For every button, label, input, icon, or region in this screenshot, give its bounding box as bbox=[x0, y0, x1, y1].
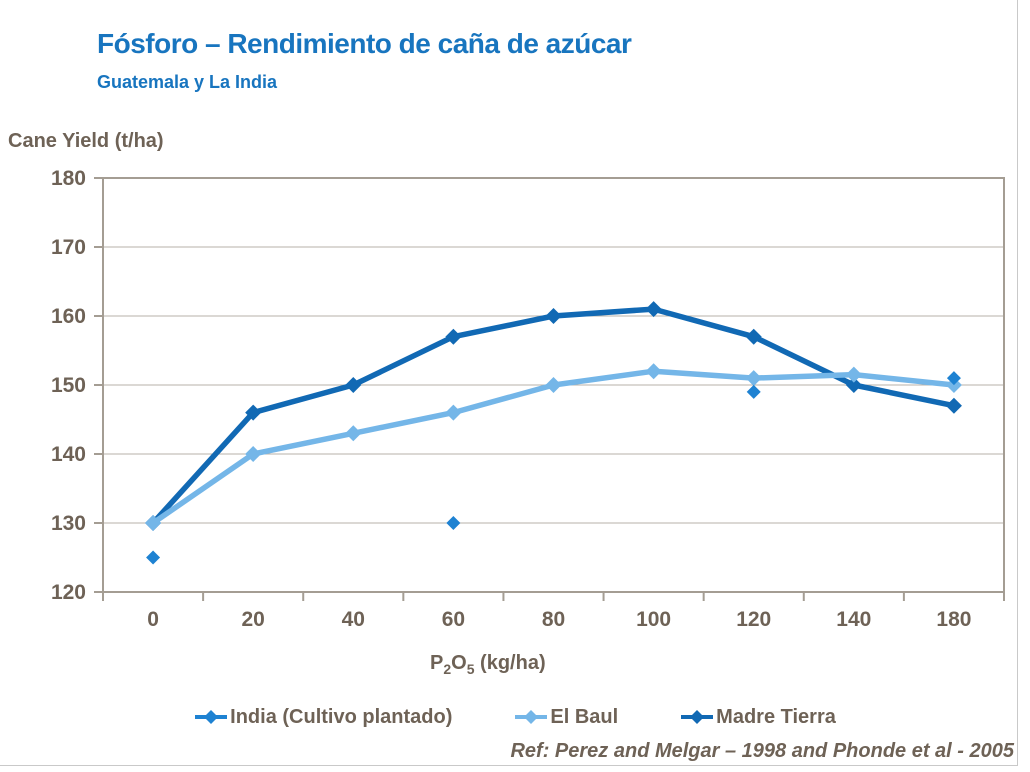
x-tick-label-120: 120 bbox=[736, 608, 771, 631]
legend-marker-india-icon bbox=[195, 710, 228, 724]
y-tick-label-140: 140 bbox=[51, 443, 86, 466]
plot-area: 120 130 140 150 160 170 180 0 20 40 60 80 100 120 140 1… bbox=[51, 167, 1005, 631]
series-marker-el_baul-2 bbox=[345, 425, 362, 442]
legend-marker-diamond bbox=[690, 710, 705, 724]
legend-marker-diamond bbox=[204, 710, 219, 724]
legend-item-madre-tierra: Madre Tierra bbox=[680, 706, 836, 729]
legend-marker-madre-tierra-icon bbox=[681, 710, 714, 724]
x-tick-label-0: 0 bbox=[147, 608, 159, 631]
x-tick-label-100: 100 bbox=[636, 608, 671, 631]
series-marker-india-3 bbox=[946, 371, 961, 386]
legend-label-india: India (Cultivo plantado) bbox=[230, 705, 453, 728]
x-axis-title-p: P bbox=[430, 652, 444, 674]
x-axis-title-sub2: 2 bbox=[443, 661, 452, 677]
y-tick-label-120: 120 bbox=[51, 581, 86, 604]
series-marker-madre_tierra-7 bbox=[845, 377, 862, 393]
y-tick-label-130: 130 bbox=[51, 512, 86, 535]
x-axis-title: P2O5 (kg/ha) bbox=[430, 652, 546, 677]
legend-item-india: India (Cultivo plantado) bbox=[194, 706, 452, 729]
series-line-madre_tierra bbox=[151, 306, 955, 525]
chart-title: Fósforo – Rendimiento de caña de azúcar bbox=[97, 28, 632, 59]
x-tick-label-40: 40 bbox=[342, 608, 365, 631]
series-marker-india-1 bbox=[446, 516, 461, 530]
series-marker-madre_tierra-1 bbox=[245, 404, 262, 421]
series-marker-madre_tierra-5 bbox=[645, 301, 662, 318]
legend-label-el-baul: El Baul bbox=[550, 705, 619, 728]
series-marker-el_baul-5 bbox=[645, 363, 662, 380]
x-axis-title-o: O bbox=[451, 652, 467, 674]
legend-marker-el-baul-icon bbox=[515, 710, 548, 724]
series-marker-madre_tierra-6 bbox=[745, 328, 762, 345]
frame-border-bottom bbox=[0, 765, 1018, 766]
reference-text: Ref: Perez and Melgar – 1998 and Phonde … bbox=[510, 740, 1014, 762]
series-marker-madre_tierra-8 bbox=[945, 397, 962, 414]
series-marker-el_baul-7 bbox=[845, 366, 862, 383]
y-tick-label-160: 160 bbox=[51, 305, 86, 328]
series-marker-el_baul-0 bbox=[145, 515, 162, 531]
series-marker-madre_tierra-4 bbox=[545, 308, 562, 324]
legend-item-el-baul: El Baul bbox=[514, 706, 618, 729]
x-tick-label-140: 140 bbox=[836, 608, 871, 631]
series-marker-india-2 bbox=[746, 384, 761, 399]
x-axis-title-sub5: 5 bbox=[466, 661, 475, 677]
y-tick-label-180: 180 bbox=[51, 167, 86, 190]
series-marker-el_baul-3 bbox=[445, 404, 462, 421]
series-marker-madre_tierra-2 bbox=[345, 377, 362, 393]
series-line-el_baul bbox=[151, 368, 955, 526]
series-marker-el_baul-4 bbox=[545, 377, 562, 393]
y-tick-label-150: 150 bbox=[51, 374, 86, 397]
series-marker-madre_tierra-3 bbox=[445, 328, 462, 345]
x-tick-label-20: 20 bbox=[241, 608, 264, 631]
legend-label-madre-tierra: Madre Tierra bbox=[716, 705, 836, 728]
chart-legend: India (Cultivo plantado) El Baul Madre T… bbox=[0, 702, 1030, 732]
series-marker-india-0 bbox=[146, 550, 161, 565]
frame-border-right bbox=[1017, 0, 1018, 766]
x-axis-title-units: (kg/ha) bbox=[474, 652, 546, 674]
x-tick-label-180: 180 bbox=[936, 608, 971, 631]
y-tick-label-170: 170 bbox=[51, 236, 86, 259]
series-marker-el_baul-6 bbox=[745, 370, 762, 387]
x-tick-label-80: 80 bbox=[542, 608, 565, 631]
plot-border bbox=[102, 177, 1005, 593]
legend-marker-diamond bbox=[524, 710, 539, 724]
x-tick-label-60: 60 bbox=[442, 608, 465, 631]
y-axis-title: Cane Yield (t/ha) bbox=[8, 130, 164, 152]
chart-subtitle: Guatemala y La India bbox=[97, 72, 278, 92]
series-marker-el_baul-1 bbox=[245, 446, 262, 462]
